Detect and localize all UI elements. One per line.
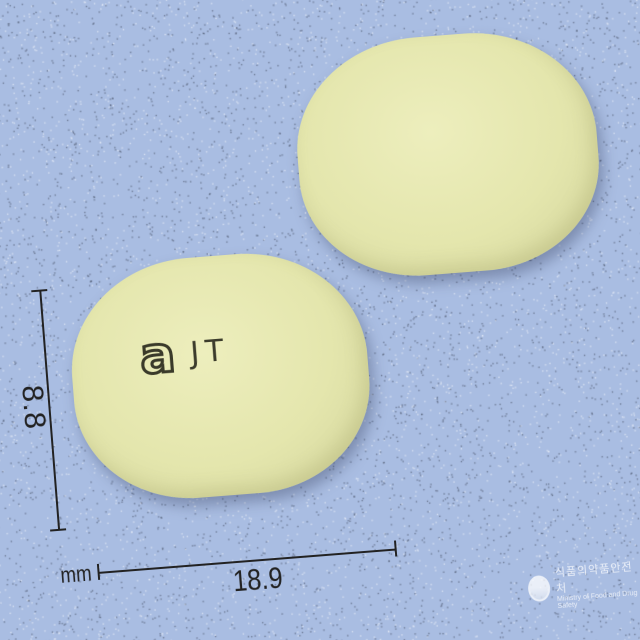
- imprint-logo: a: [136, 324, 179, 388]
- height-dimension-label: 8.8: [15, 383, 52, 432]
- watermark-text: 식품의약품안전처 Ministry of Food and Drug Safet…: [554, 558, 640, 610]
- width-dimension-label: 18.9: [231, 561, 284, 599]
- government-seal-icon: [527, 574, 552, 603]
- unit-label: mm: [59, 560, 93, 588]
- watermark: 식품의약품안전처 Ministry of Food and Drug Safet…: [526, 558, 640, 613]
- pill-imprint: a JT: [136, 324, 232, 388]
- imprint-text: JT: [189, 332, 231, 371]
